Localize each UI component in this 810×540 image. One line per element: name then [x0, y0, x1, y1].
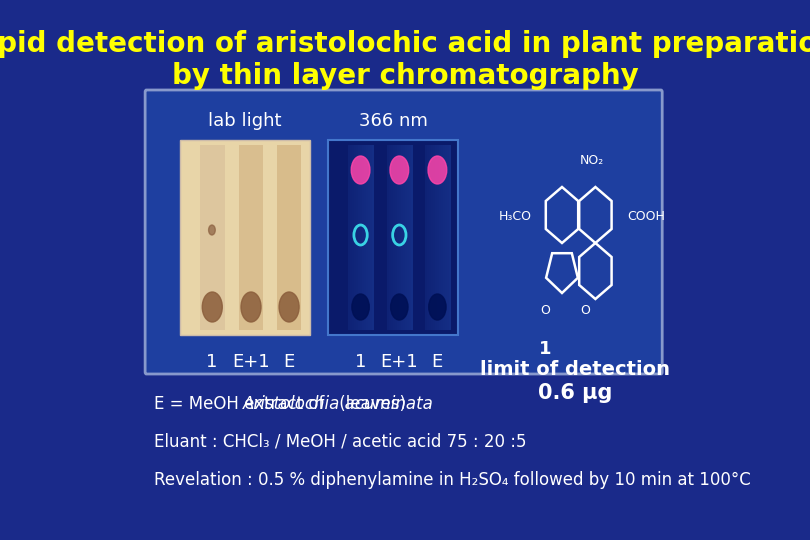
Text: NO₂: NO₂ [580, 154, 604, 167]
Text: (leaves): (leaves) [335, 395, 407, 413]
Text: 366 nm: 366 nm [359, 112, 428, 130]
Circle shape [428, 156, 447, 184]
Circle shape [390, 156, 409, 184]
Bar [352, 145, 354, 330]
Bar [393, 145, 395, 330]
Text: E = MeOH extract of: E = MeOH extract of [155, 395, 330, 413]
Bar [403, 145, 405, 330]
Bar [389, 145, 391, 330]
Text: E+1: E+1 [380, 353, 418, 371]
Bar [358, 145, 360, 330]
Text: 1: 1 [207, 353, 218, 371]
Text: 1: 1 [539, 340, 552, 358]
Bar [366, 145, 369, 330]
Bar [397, 145, 399, 330]
Bar [405, 145, 407, 330]
Bar [277, 145, 301, 330]
Bar [328, 140, 458, 335]
Bar [200, 145, 224, 330]
Text: COOH: COOH [628, 211, 665, 224]
Text: lab light: lab light [208, 112, 282, 130]
Bar [364, 145, 366, 330]
FancyBboxPatch shape [145, 90, 663, 374]
Text: Eluant : CHCl₃ / MeOH / acetic acid 75 : 20 :5: Eluant : CHCl₃ / MeOH / acetic acid 75 :… [155, 433, 527, 451]
Circle shape [202, 292, 222, 322]
Bar [443, 145, 445, 330]
Circle shape [279, 292, 299, 322]
Bar [369, 145, 370, 330]
Text: H₃CO: H₃CO [499, 211, 532, 224]
Bar [431, 145, 433, 330]
Bar [449, 145, 451, 330]
Bar [439, 145, 441, 330]
Bar [395, 145, 397, 330]
Text: O: O [581, 303, 590, 316]
Bar [354, 145, 356, 330]
Circle shape [352, 156, 370, 184]
Text: E+1: E+1 [232, 353, 270, 371]
Bar [427, 145, 429, 330]
Text: Aristolochia acuminata: Aristolochia acuminata [243, 395, 433, 413]
Bar [425, 145, 427, 330]
Bar [350, 145, 352, 330]
Bar [429, 145, 431, 330]
Text: Revelation : 0.5 % diphenylamine in H₂SO₄ followed by 10 min at 100°C: Revelation : 0.5 % diphenylamine in H₂SO… [155, 471, 751, 489]
Text: limit of detection: limit of detection [480, 360, 671, 379]
Bar [373, 145, 374, 330]
Bar [433, 145, 435, 330]
Circle shape [209, 225, 215, 235]
Bar [435, 145, 437, 330]
Bar [239, 145, 263, 330]
Bar [362, 145, 364, 330]
Bar [399, 145, 401, 330]
Text: 0.6 μg: 0.6 μg [538, 383, 612, 403]
Bar [407, 145, 409, 330]
Text: E: E [432, 353, 443, 371]
Text: O: O [540, 303, 550, 316]
Bar [441, 145, 443, 330]
Text: by thin layer chromatography: by thin layer chromatography [172, 62, 638, 90]
Bar [409, 145, 411, 330]
Text: Rapid detection of aristolochic acid in plant preparations: Rapid detection of aristolochic acid in … [0, 30, 810, 58]
Text: E: E [284, 353, 294, 371]
Text: 1: 1 [355, 353, 366, 371]
Bar [356, 145, 358, 330]
Bar [411, 145, 413, 330]
Bar [447, 145, 449, 330]
Bar [445, 145, 447, 330]
Bar [360, 145, 362, 330]
Bar [437, 145, 439, 330]
Circle shape [352, 294, 369, 320]
Circle shape [428, 294, 446, 320]
Bar [401, 145, 403, 330]
Bar [391, 145, 393, 330]
Bar [370, 145, 373, 330]
Bar [180, 140, 310, 335]
Circle shape [390, 294, 408, 320]
Circle shape [241, 292, 261, 322]
Bar [348, 145, 350, 330]
Bar [387, 145, 389, 330]
